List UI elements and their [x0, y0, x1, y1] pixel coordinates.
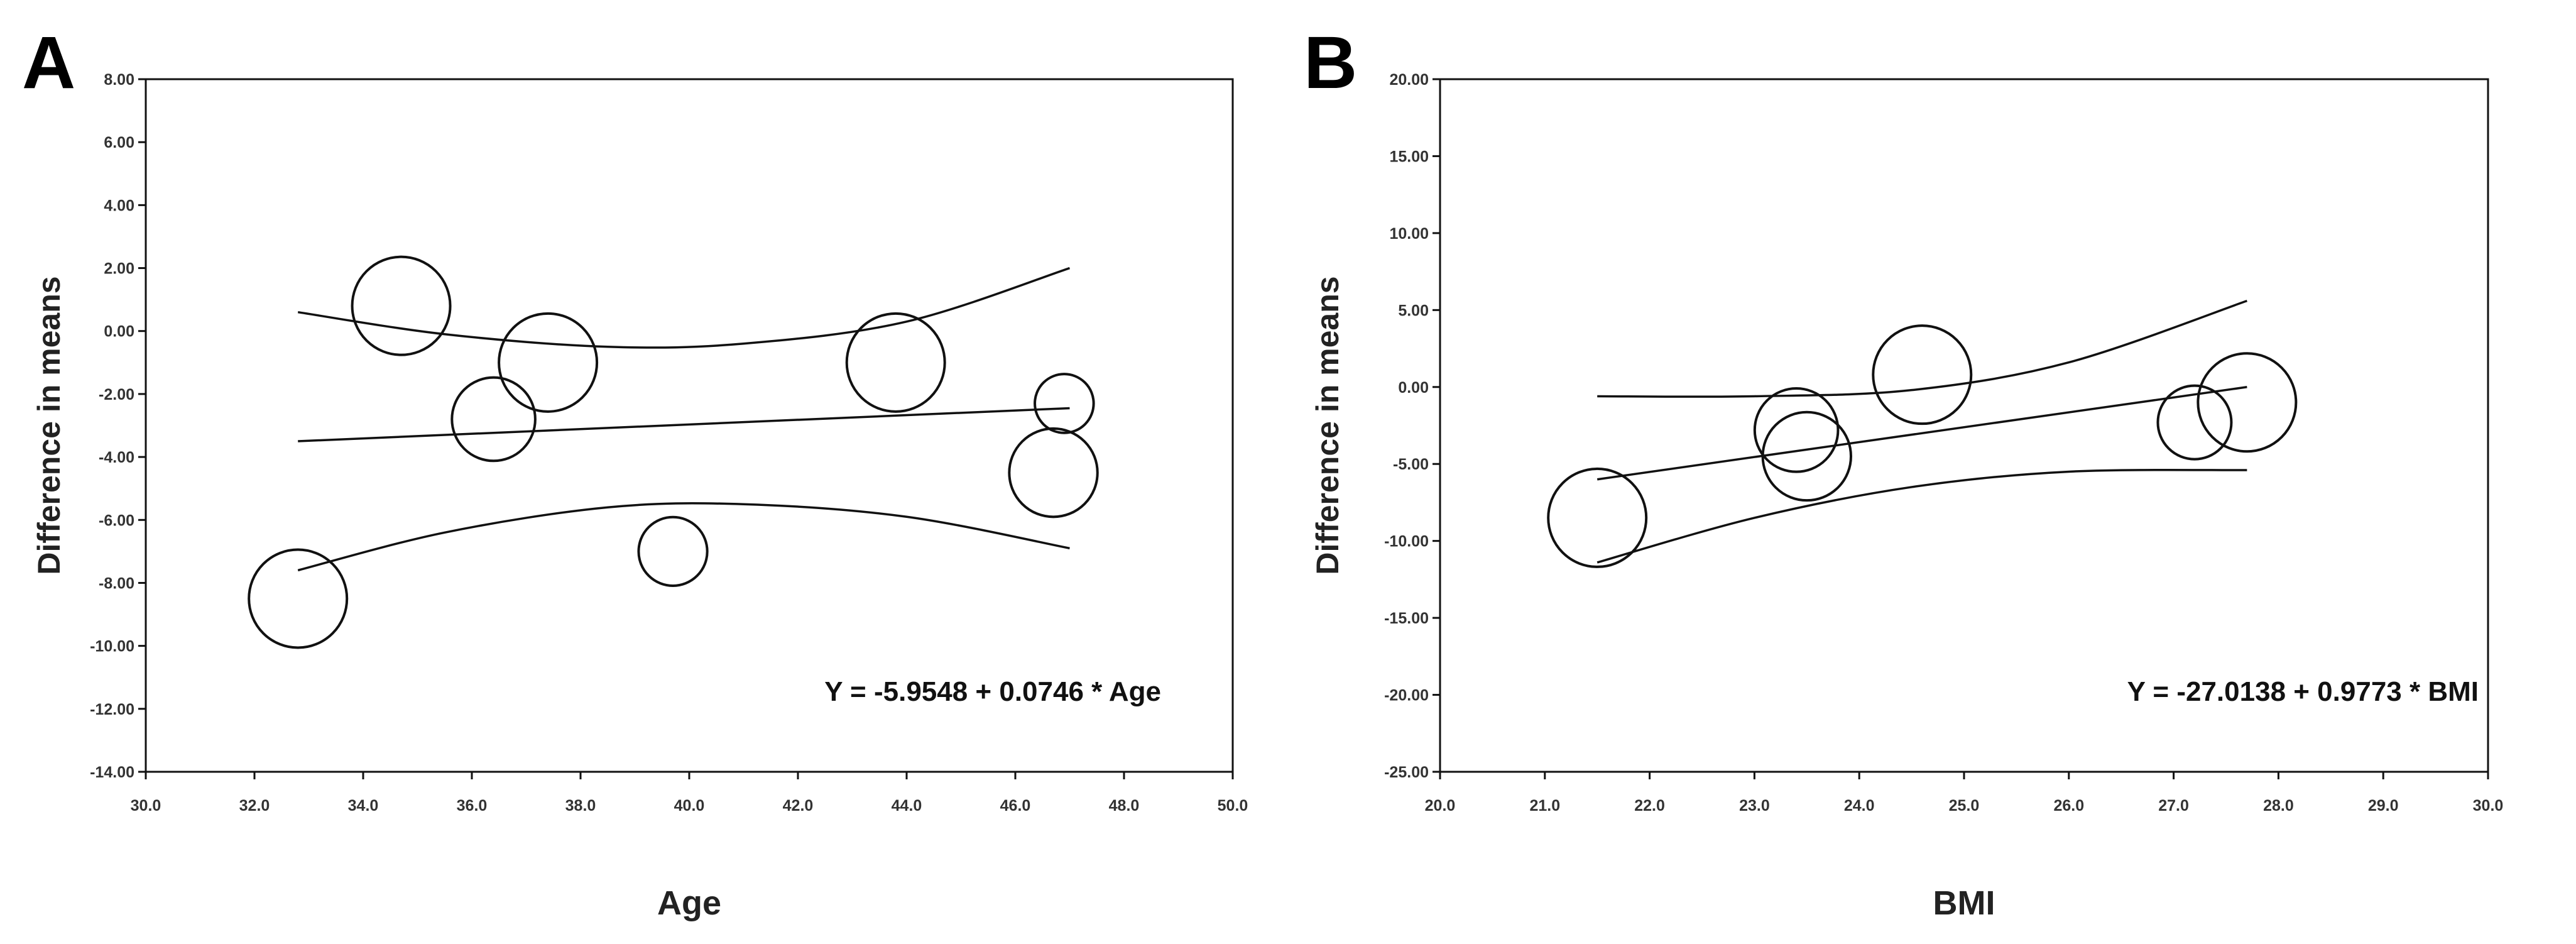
study-bubble: [1547, 467, 1648, 568]
y-tick-label: 6.00: [104, 134, 134, 151]
ci-lower-curve: [297, 502, 1070, 572]
plot-frame: [1439, 78, 2489, 773]
y-tick-label: -14.00: [90, 764, 134, 781]
y-tick-label: -20.00: [1384, 687, 1429, 705]
study-bubble: [1761, 410, 1853, 502]
panel-b: B 20.00 15.00 10.00 5.00 0.00 -5.00 -10.00 -15.0…: [1304, 21, 2503, 922]
y-tick-label: -8.00: [99, 574, 134, 592]
regression-equation: Y = -27.0138 + 0.9773 * BMI: [2127, 676, 2479, 707]
x-tick-label: 24.0: [1844, 797, 1875, 815]
x-tick-label: 21.0: [1529, 797, 1560, 815]
y-tick-label: 8.00: [104, 71, 134, 89]
panel-label: B: [1304, 21, 1357, 104]
x-axis-label: Age: [657, 884, 721, 922]
y-tick-label: 10.00: [1389, 225, 1429, 243]
y-axis-label: Difference in means: [31, 276, 67, 574]
panel-a: A 8.00 6.00 4.00 2.00 0.00 -2.00 -4.00 -6.00 -8.0…: [22, 21, 1248, 922]
x-tick-label: 25.0: [1949, 797, 1980, 815]
study-bubble: [1753, 387, 1840, 473]
y-tick-label: -10.00: [90, 638, 134, 656]
x-tick-label: 22.0: [1634, 797, 1665, 815]
study-bubble: [498, 312, 599, 413]
study-bubble: [248, 548, 349, 649]
x-tick-label: 30.0: [131, 797, 161, 815]
y-tick-label: -25.00: [1384, 764, 1429, 781]
x-tick-label: 50.0: [1218, 797, 1248, 815]
x-tick-label: 34.0: [348, 797, 379, 815]
y-tick-label: -15.00: [1384, 610, 1429, 627]
y-tick-label: 2.00: [104, 260, 134, 278]
study-bubble: [351, 255, 452, 356]
y-tick-label: 0.00: [1398, 379, 1429, 397]
y-tick-label: 20.00: [1389, 71, 1429, 89]
y-tick-label: 5.00: [1398, 302, 1429, 319]
x-tick-label: 38.0: [565, 797, 596, 815]
study-bubble: [450, 376, 537, 463]
y-tick-label: 15.00: [1389, 148, 1429, 165]
y-axis-label: Difference in means: [1310, 276, 1345, 574]
x-tick-label: 20.0: [1425, 797, 1456, 815]
x-axis-label: BMI: [1933, 884, 1995, 922]
x-tick-label: 29.0: [2368, 797, 2399, 815]
y-tick-label: -2.00: [99, 386, 134, 403]
regression-line: [1596, 386, 2247, 481]
x-tick-label: 46.0: [1000, 797, 1031, 815]
x-tick-label: 32.0: [239, 797, 270, 815]
ci-lower-curve: [1596, 468, 2247, 564]
y-tick-label: -4.00: [99, 449, 134, 466]
y-tick-label: -12.00: [90, 701, 134, 718]
x-tick-label: 44.0: [892, 797, 922, 815]
x-tick-label: 42.0: [783, 797, 814, 815]
x-tick-label: 26.0: [2053, 797, 2084, 815]
x-tick-label: 40.0: [674, 797, 705, 815]
x-tick-label: 28.0: [2263, 797, 2294, 815]
study-bubble: [845, 312, 946, 413]
study-bubble: [2197, 352, 2298, 453]
panel-label: A: [22, 21, 75, 104]
ci-upper-curve: [297, 266, 1071, 349]
x-tick-label: 27.0: [2158, 797, 2189, 815]
regression-line: [298, 407, 1070, 442]
y-tick-label: -6.00: [99, 512, 134, 529]
study-bubble: [1034, 373, 1095, 434]
y-tick-label: -10.00: [1384, 533, 1429, 551]
y-tick-label: 0.00: [104, 323, 134, 341]
study-bubble: [637, 515, 709, 587]
x-tick-label: 36.0: [457, 797, 488, 815]
y-tick-label: -5.00: [1393, 456, 1429, 473]
x-tick-label: 23.0: [1739, 797, 1770, 815]
y-tick-label: 4.00: [104, 197, 134, 214]
study-bubble: [2156, 384, 2233, 461]
x-tick-label: 48.0: [1109, 797, 1140, 815]
study-bubble: [1872, 324, 1973, 425]
regression-equation: Y = -5.9548 + 0.0746 * Age: [824, 676, 1161, 707]
ci-upper-curve: [1597, 299, 2247, 398]
x-tick-label: 30.0: [2473, 797, 2504, 815]
study-bubble: [1008, 427, 1099, 519]
